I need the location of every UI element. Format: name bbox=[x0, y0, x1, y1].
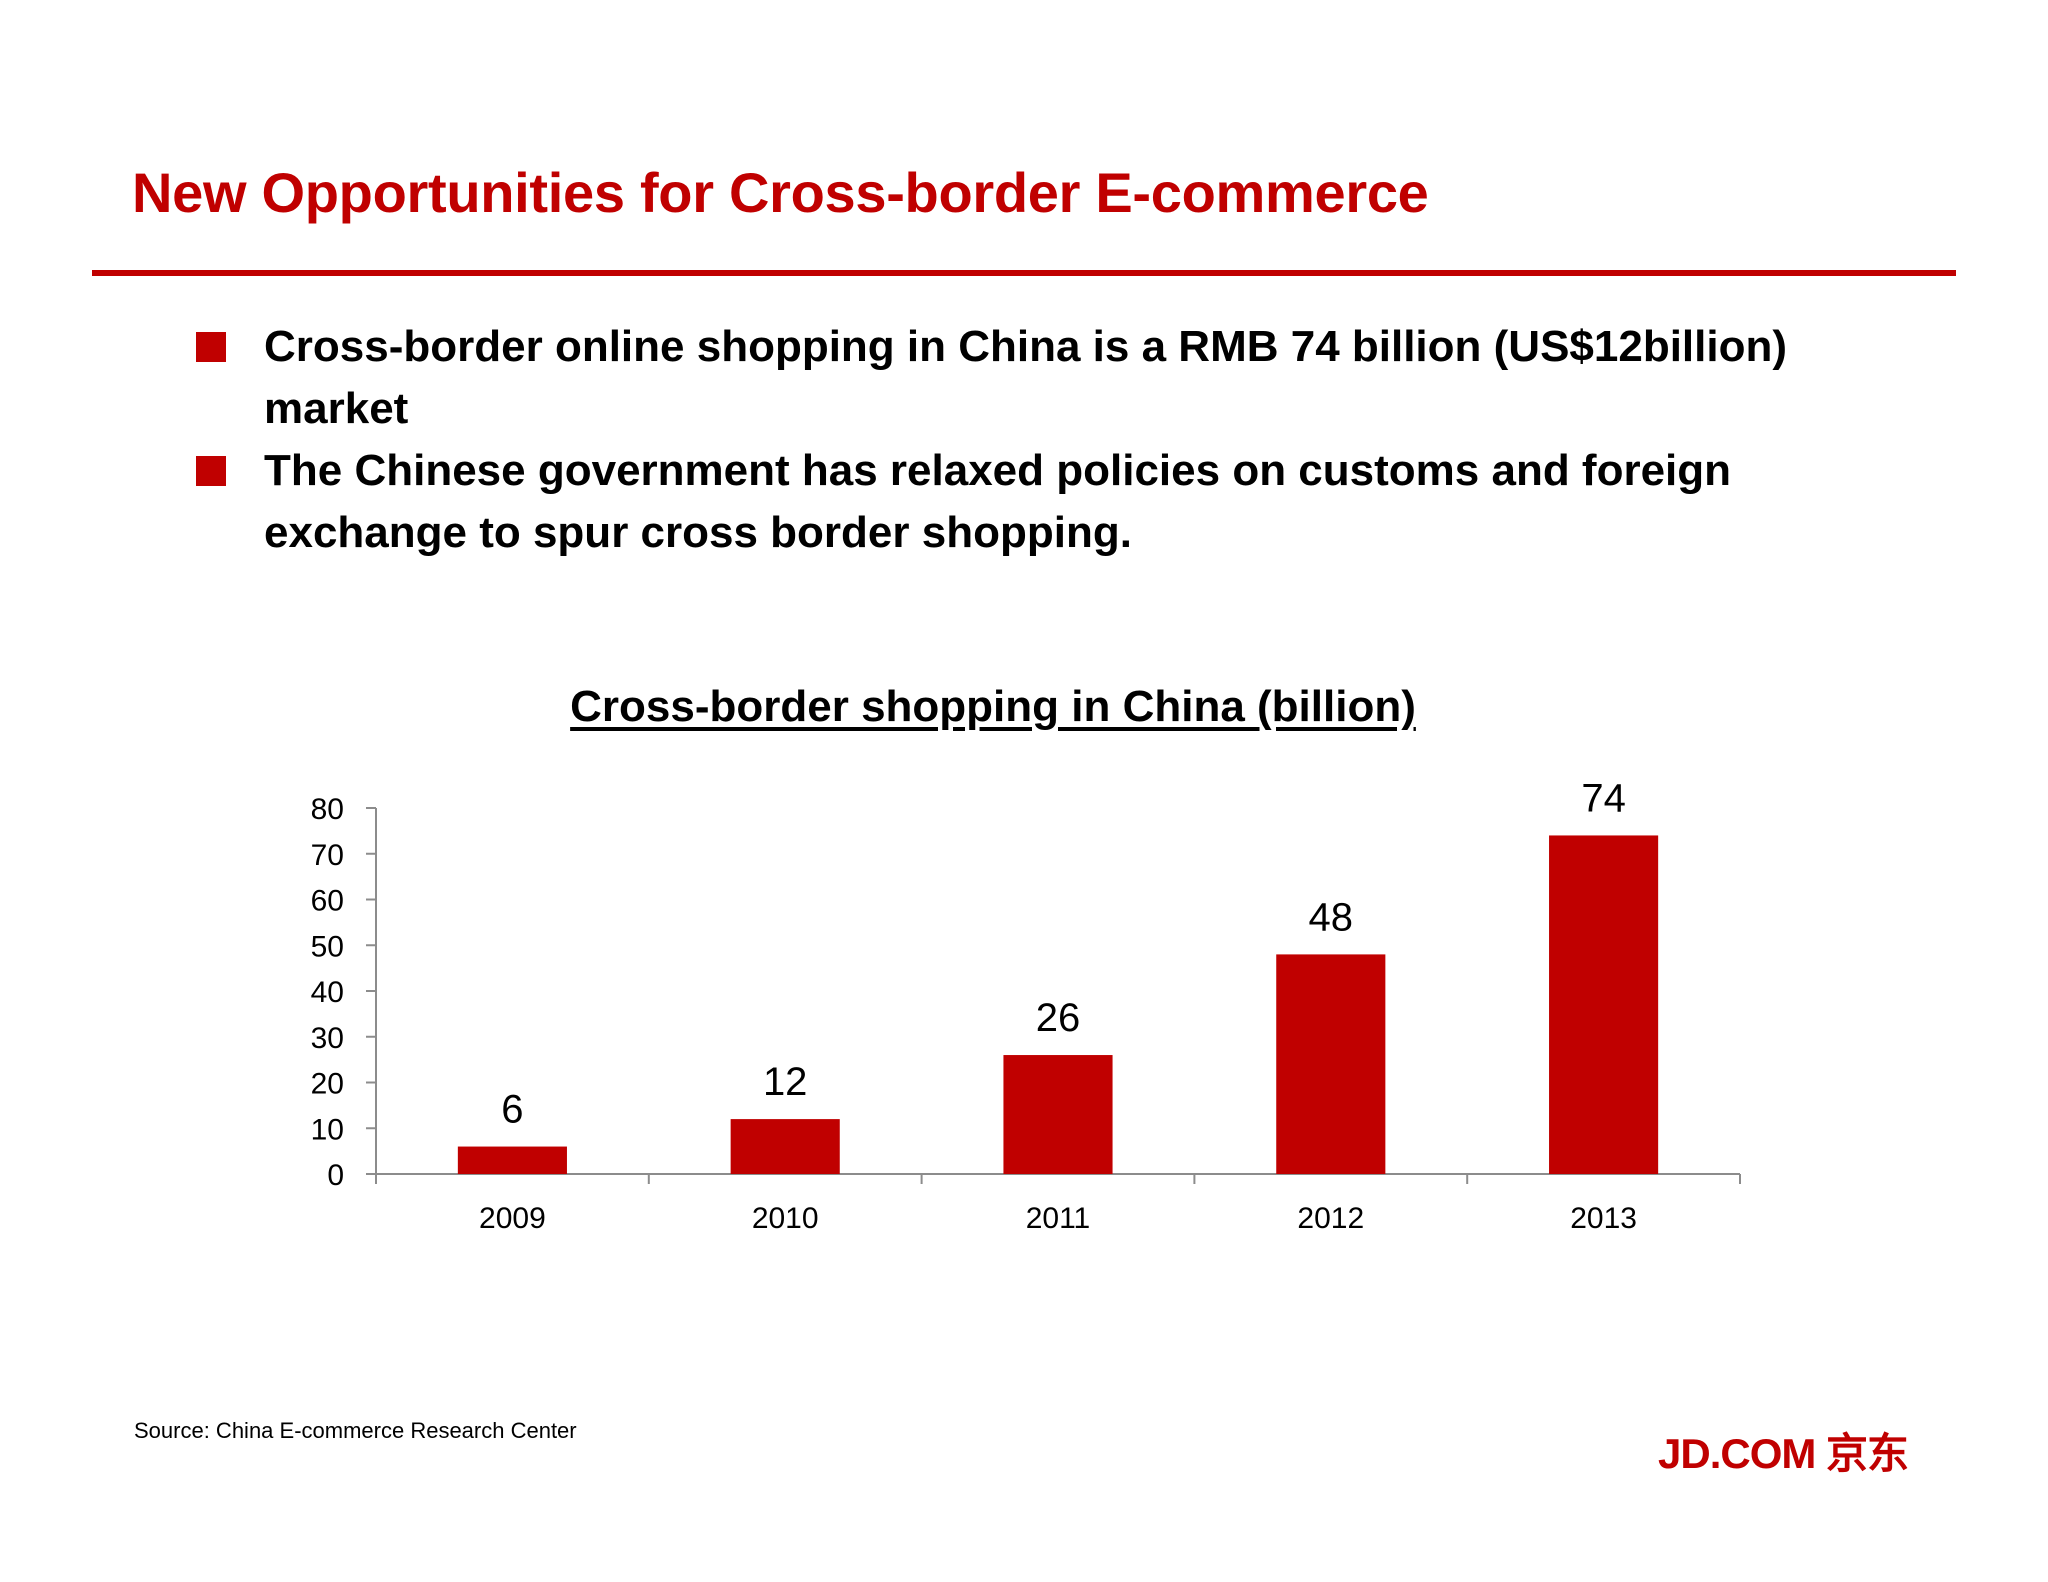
x-tick-label: 2010 bbox=[752, 1202, 819, 1235]
x-tick-label: 2009 bbox=[479, 1202, 546, 1235]
bar bbox=[1276, 954, 1386, 1174]
y-tick-label: 20 bbox=[311, 1068, 344, 1101]
y-tick-label: 10 bbox=[311, 1113, 344, 1146]
data-label: 12 bbox=[763, 1060, 808, 1104]
y-tick-label: 70 bbox=[311, 839, 344, 872]
bar bbox=[1549, 835, 1659, 1174]
bullet-text: The Chinese government has relaxed polic… bbox=[264, 446, 1732, 557]
bullet-square-icon bbox=[196, 456, 226, 486]
title-divider bbox=[92, 270, 1956, 276]
y-tick-label: 40 bbox=[311, 976, 344, 1009]
chart-title: Cross-border shopping in China (billion) bbox=[570, 682, 1416, 731]
bullet-text: Cross-border online shopping in China is… bbox=[264, 322, 1788, 433]
bullet-item: Cross-border online shopping in China is… bbox=[196, 316, 1896, 440]
slide-title: New Opportunities for Cross-border E-com… bbox=[132, 161, 1429, 224]
y-tick-label: 80 bbox=[311, 793, 344, 826]
x-tick-label: 2011 bbox=[1026, 1202, 1091, 1235]
y-tick-label: 30 bbox=[311, 1022, 344, 1055]
bar bbox=[730, 1119, 840, 1174]
bar bbox=[1003, 1055, 1113, 1174]
data-label: 26 bbox=[1036, 996, 1081, 1040]
bar bbox=[457, 1146, 567, 1174]
data-label: 48 bbox=[1309, 895, 1354, 939]
bullet-square-icon bbox=[196, 332, 226, 362]
y-tick-label: 60 bbox=[311, 885, 344, 918]
x-tick-label: 2012 bbox=[1297, 1202, 1364, 1235]
data-label: 6 bbox=[501, 1088, 523, 1132]
y-tick-label: 0 bbox=[327, 1159, 344, 1192]
y-tick-label: 50 bbox=[311, 930, 344, 963]
data-label: 74 bbox=[1581, 776, 1626, 820]
source-note: Source: China E-commerce Research Center bbox=[134, 1418, 577, 1443]
bullet-list: Cross-border online shopping in China is… bbox=[196, 316, 1896, 564]
x-tick-label: 2013 bbox=[1570, 1202, 1637, 1235]
jd-logo: JD.COM 京东 bbox=[1658, 1430, 1909, 1477]
bullet-item: The Chinese government has relaxed polic… bbox=[196, 440, 1896, 564]
